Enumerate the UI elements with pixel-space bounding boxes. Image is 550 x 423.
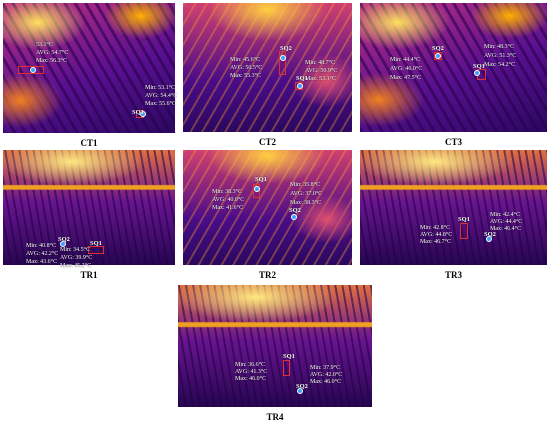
- measure-point: [486, 236, 492, 242]
- measure-point: [297, 83, 303, 89]
- temperature-reading: AVG: 42.2°C: [26, 251, 59, 257]
- temperature-reading: Min: 45.6°C: [230, 57, 261, 63]
- spot-label: SQ2: [296, 383, 308, 390]
- temperature-reading: Min: 40.8°C: [26, 243, 57, 249]
- measure-point: [280, 55, 286, 61]
- thermal-image: [183, 3, 352, 132]
- temperature-reading: Max: 53.1°C: [305, 76, 337, 82]
- temperature-reading: Max: 54.2°C: [484, 62, 516, 68]
- temperature-reading: AVG: 44.4°C: [490, 219, 523, 225]
- temperature-reading: Min: 34.5°C: [60, 247, 91, 253]
- temperature-reading: AVG: 39.9°C: [60, 255, 93, 261]
- spot-label: SQ1: [132, 109, 144, 116]
- temperature-reading: Min: 42.4°C: [490, 212, 521, 218]
- spot-label: SQ2: [432, 45, 444, 52]
- caption: CT2: [258, 137, 277, 147]
- caption: TR3: [444, 270, 463, 280]
- temperature-reading: AVG: 42.0°C: [310, 372, 343, 378]
- temperature-reading: Min: 48.7°C: [305, 60, 336, 66]
- caption: TR2: [258, 270, 277, 280]
- thermal-image: [178, 285, 372, 407]
- temperature-reading: Min: 44.4°C: [390, 57, 421, 63]
- caption: TR1: [80, 270, 98, 280]
- measure-box: [434, 52, 442, 60]
- spot-label: SQ1: [90, 240, 102, 247]
- thermal-image: [360, 3, 547, 132]
- temperature-reading: AVG: 40.0°C: [212, 197, 245, 203]
- spot-label: SQ2: [280, 45, 292, 52]
- measure-box: [18, 66, 44, 74]
- temperature-reading: AVG: 46.0°C: [390, 66, 423, 72]
- temperature-reading: Max: 41.6°C: [212, 205, 244, 211]
- temperature-reading: AVG: 37.0°C: [290, 191, 323, 197]
- caption: CT3: [444, 137, 463, 147]
- thermal-image: [360, 150, 547, 265]
- temperature-reading: Max: 46.4°C: [490, 226, 522, 232]
- temperature-reading: Min: 35.8°C: [290, 182, 321, 188]
- temperature-reading: AVG: 50.5°C: [230, 65, 263, 71]
- temperature-reading: Min: 37.9°C: [310, 365, 341, 371]
- temperature-reading: AVG: 50.9°C: [305, 68, 338, 74]
- temperature-reading: Max: 46.0°C: [310, 379, 342, 385]
- temperature-reading: Max: 46.0°C: [235, 376, 267, 382]
- spot-label: SQ1: [458, 216, 470, 223]
- temperature-reading: Min: 36.6°C: [235, 362, 266, 368]
- measure-box: [279, 51, 286, 75]
- measure-point: [474, 70, 480, 76]
- measure-box: [253, 184, 260, 198]
- temperature-reading: AVG: 54.4°C: [145, 93, 178, 99]
- measure-box: [88, 246, 104, 254]
- temperature-reading: Min: 38.3°C: [212, 189, 243, 195]
- temperature-reading: Min: 48.3°C: [484, 44, 515, 50]
- spot-label: SQ2: [289, 207, 301, 214]
- spot-label: SQ1: [283, 353, 295, 360]
- measure-point: [140, 111, 146, 117]
- spot-label: SQ2: [484, 231, 496, 238]
- measure-point: [60, 241, 66, 247]
- temperature-reading: Max: 47.5°C: [390, 75, 422, 81]
- measure-point: [291, 214, 297, 220]
- temperature-reading: Max: 55.3°C: [230, 73, 262, 79]
- caption: CT1: [80, 138, 98, 148]
- spot-label: SQ1: [473, 63, 485, 70]
- spot-label: SQ1: [296, 75, 308, 82]
- temperature-reading: Max: 43.6°C: [26, 259, 58, 265]
- temperature-reading: Max: 38.3°C: [290, 200, 322, 206]
- thermal-image: [3, 150, 175, 265]
- temperature-reading: Max: 56.3°C: [36, 58, 68, 64]
- measure-point: [254, 186, 260, 192]
- temperature-reading: Max: 45.2°C: [60, 263, 92, 269]
- thermal-image: [183, 150, 352, 265]
- spot-label: SQ1: [255, 176, 267, 183]
- measure-point: [30, 67, 36, 73]
- temperature-reading: Min: 53.1°C: [145, 85, 176, 91]
- measure-point: [297, 388, 303, 394]
- temperature-reading: Max: 46.7°C: [420, 239, 452, 245]
- measure-box: [460, 223, 468, 239]
- spot-label: SQ2: [58, 236, 70, 243]
- measure-box: [283, 360, 290, 376]
- temperature-reading: AVG: 41.3°C: [235, 369, 268, 375]
- measure-point: [435, 53, 441, 59]
- caption: TR4: [266, 412, 284, 422]
- temperature-reading: AVG: 44.8°C: [420, 232, 453, 238]
- temperature-reading: AVG: 51.3°C: [484, 53, 517, 59]
- temperature-reading: Min: 42.8°C: [420, 225, 451, 231]
- temperature-reading: 53.1°C: [36, 42, 53, 48]
- temperature-reading: AVG: 54.7°C: [36, 50, 69, 56]
- temperature-reading: Max: 55.6°C: [145, 101, 177, 107]
